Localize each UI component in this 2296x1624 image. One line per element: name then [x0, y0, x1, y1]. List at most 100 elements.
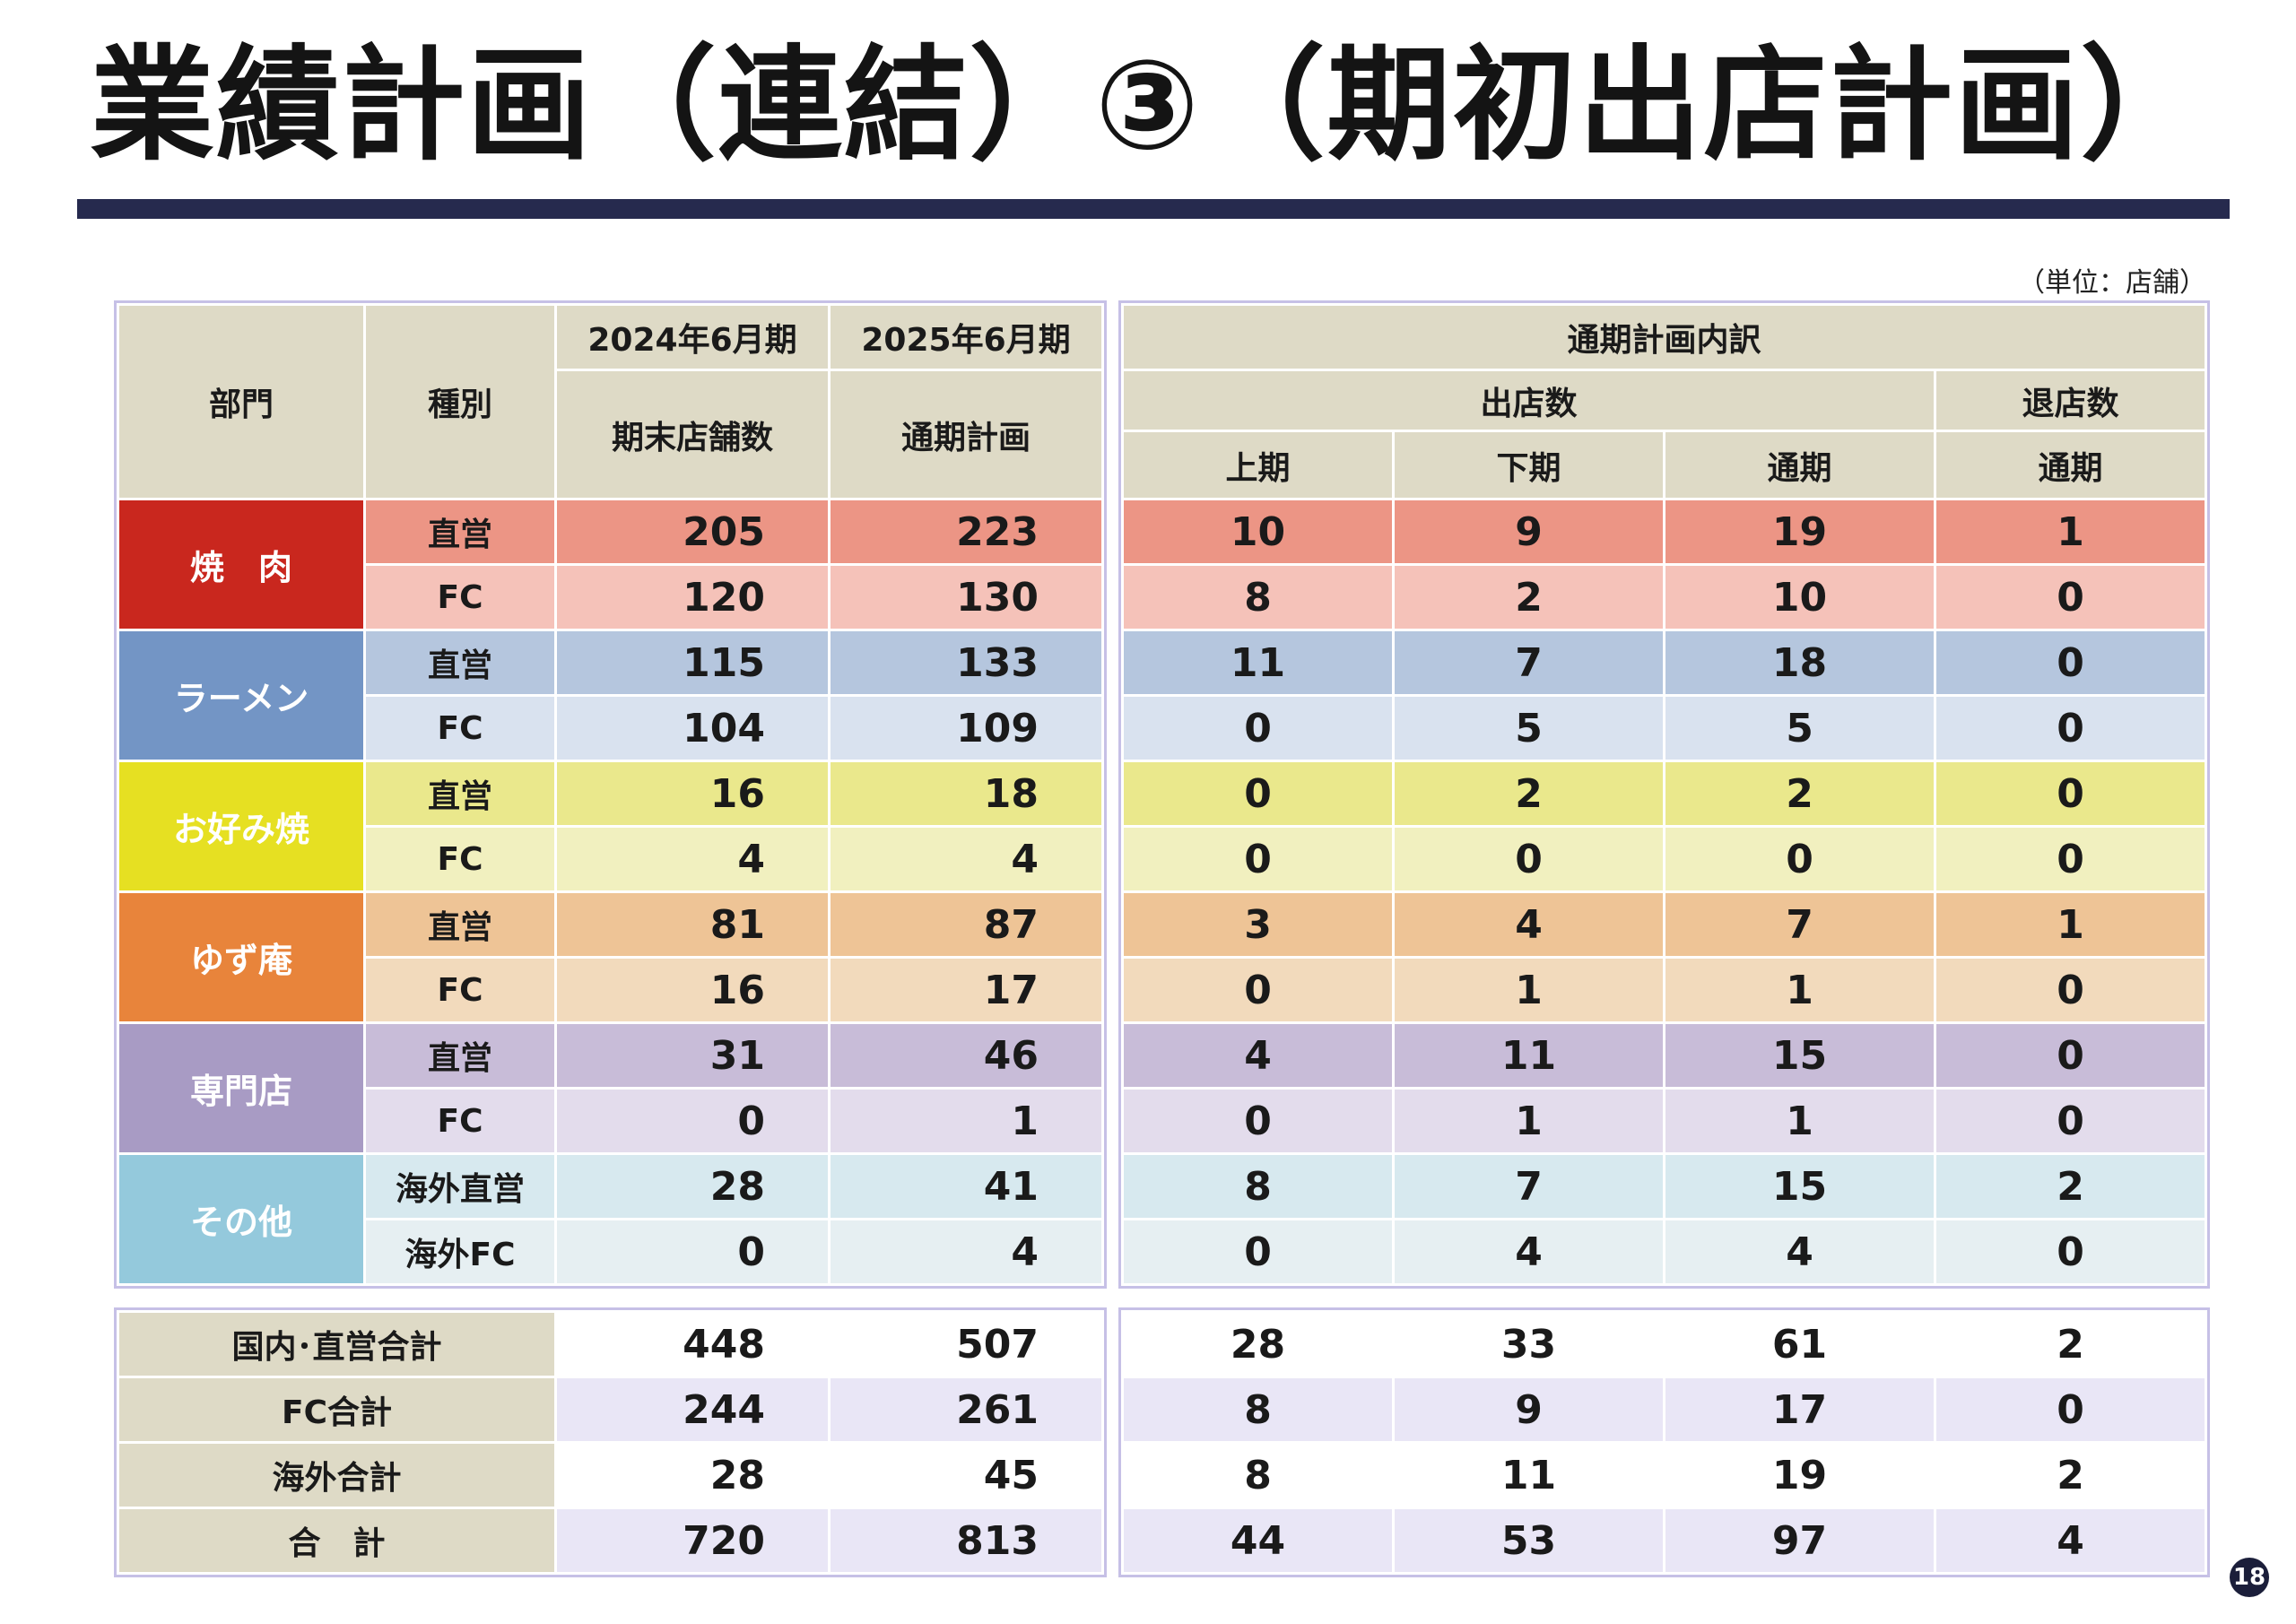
kind-cell: 直営 — [363, 498, 557, 566]
dept-header: 部門 — [117, 303, 366, 500]
close-full-header: 通期 — [1933, 430, 2208, 500]
totals-cell-h2: 11 — [1392, 1441, 1665, 1509]
table-row: FC 0 1 — [118, 1087, 1104, 1155]
value-cell-h1: 8 — [1121, 563, 1395, 631]
value-cell-h1: 8 — [1121, 1152, 1395, 1220]
table-row: ゆず庵 直営 81 87 — [117, 890, 1104, 1024]
value-cell-end2024: 104 — [554, 694, 831, 762]
right-main-body: 通期計画内訳 出店数 退店数 上期 下期 通期 通期 10 9 19 1 8 2 10 0 11… — [1120, 303, 2208, 1286]
totals-cell-plan2025: 261 — [828, 1376, 1104, 1444]
value-cell-close: 0 — [1933, 956, 2208, 1024]
totals-cell-h1: 8 — [1121, 1376, 1395, 1444]
kind-cell: FC — [363, 1087, 557, 1155]
totals-cell-close: 2 — [1934, 1441, 2207, 1509]
value-cell-plan2025: 4 — [828, 1218, 1104, 1286]
fy2025-header: 2025年6月期 — [828, 303, 1104, 371]
kind-cell: FC — [363, 956, 557, 1024]
right-totals-body: 28 33 61 2 8 9 17 0 8 11 19 2 44 53 97 4 — [1121, 1310, 2207, 1575]
value-cell-plan2025: 17 — [828, 956, 1104, 1024]
value-cell-h2: 0 — [1392, 825, 1665, 893]
totals-cell-plan2025: 45 — [828, 1441, 1104, 1509]
value-cell-end2024: 31 — [554, 1021, 831, 1090]
kind-cell: 直営 — [363, 890, 557, 959]
totals-label: FC合計 — [117, 1376, 557, 1444]
value-cell-full: 15 — [1663, 1021, 1936, 1090]
value-cell-h2: 7 — [1392, 1152, 1665, 1220]
value-cell-h2: 4 — [1392, 1218, 1665, 1286]
value-cell-close: 0 — [1933, 629, 2208, 697]
table-row: 11 7 18 0 — [1121, 629, 2208, 697]
value-cell-close: 0 — [1933, 694, 2208, 762]
totals-cell-full: 19 — [1663, 1441, 1936, 1509]
totals-cell-end2024: 720 — [554, 1507, 831, 1575]
full-header: 通期 — [1663, 430, 1936, 500]
dept-cell: その他 — [117, 1152, 366, 1286]
page-title: 業績計画（連結）③（期初出店計画） — [90, 33, 2206, 178]
value-cell-close: 0 — [1933, 563, 2208, 631]
value-cell-h2: 11 — [1392, 1021, 1665, 1090]
value-cell-plan2025: 130 — [828, 563, 1104, 631]
table-row: 10 9 19 1 — [1121, 498, 2208, 566]
table-row: 焼 肉直営 205 223 — [117, 498, 1104, 631]
kind-cell: 直営 — [363, 629, 557, 697]
value-cell-close: 0 — [1933, 1218, 2208, 1286]
value-cell-plan2025: 18 — [828, 760, 1104, 828]
value-cell-plan2025: 4 — [828, 825, 1104, 893]
value-cell-plan2025: 46 — [828, 1021, 1104, 1090]
value-cell-end2024: 115 — [554, 629, 831, 697]
value-cell-h1: 0 — [1121, 760, 1395, 828]
kind-header: 種別 — [363, 303, 557, 500]
value-cell-h2: 4 — [1392, 890, 1665, 959]
value-cell-end2024: 16 — [554, 956, 831, 1024]
unit-label: （単位：店舗） — [2018, 267, 2206, 299]
value-cell-close: 0 — [1933, 825, 2208, 893]
value-cell-close: 1 — [1933, 498, 2208, 566]
totals-row: 28 33 61 2 — [1121, 1310, 2207, 1378]
totals-cell-h1: 28 — [1121, 1310, 1395, 1378]
totals-cell-h2: 53 — [1392, 1507, 1665, 1575]
table-row: 8 2 10 0 — [1121, 563, 2208, 631]
value-cell-h1: 3 — [1121, 890, 1395, 959]
value-cell-close: 1 — [1933, 890, 2208, 959]
value-cell-full: 18 — [1663, 629, 1936, 697]
value-cell-end2024: 81 — [554, 890, 831, 959]
totals-row: 海外合計 28 45 — [117, 1441, 1104, 1509]
table-row: FC 104 109 — [118, 694, 1104, 762]
value-cell-end2024: 28 — [554, 1152, 831, 1220]
value-cell-h1: 11 — [1121, 629, 1395, 697]
totals-row: FC合計 244 261 — [117, 1376, 1104, 1444]
closings-header: 退店数 — [1933, 369, 2208, 432]
value-cell-h1: 4 — [1121, 1021, 1395, 1090]
value-cell-full: 10 — [1663, 563, 1936, 631]
value-cell-end2024: 0 — [554, 1218, 831, 1286]
left-totals-body: 国内･直営合計 448 507 FC合計 244 261 海外合計 28 45 合 計 720 813 — [117, 1310, 1104, 1575]
breakdown-header: 通期計画内訳 — [1120, 303, 2208, 371]
value-cell-plan2025: 87 — [828, 890, 1104, 959]
value-cell-plan2025: 109 — [828, 694, 1104, 762]
h1-header: 上期 — [1121, 430, 1395, 500]
value-cell-full: 1 — [1663, 1087, 1936, 1155]
value-cell-plan2025: 41 — [828, 1152, 1104, 1220]
totals-row: 国内･直営合計 448 507 — [117, 1310, 1104, 1378]
left-main-table: 部門 種別 2024年6月期 2025年6月期 期末店舗数 通期計画 焼 肉直営… — [114, 300, 1107, 1289]
kind-cell: 海外FC — [363, 1218, 557, 1286]
h2-header: 下期 — [1392, 430, 1665, 500]
totals-cell-close: 0 — [1934, 1376, 2207, 1444]
totals-label: 国内･直営合計 — [117, 1310, 557, 1378]
totals-row: 8 11 19 2 — [1121, 1441, 2207, 1509]
value-cell-plan2025: 223 — [828, 498, 1104, 566]
openings-header: 出店数 — [1121, 369, 1936, 432]
value-cell-h2: 2 — [1392, 760, 1665, 828]
table-row: 専門店 直営 31 46 — [117, 1021, 1104, 1155]
value-cell-close: 0 — [1933, 1087, 2208, 1155]
value-cell-h2: 9 — [1392, 498, 1665, 566]
totals-cell-full: 97 — [1663, 1507, 1936, 1575]
totals-cell-end2024: 448 — [554, 1310, 831, 1378]
totals-cell-h1: 8 — [1121, 1441, 1395, 1509]
value-cell-full: 0 — [1663, 825, 1936, 893]
